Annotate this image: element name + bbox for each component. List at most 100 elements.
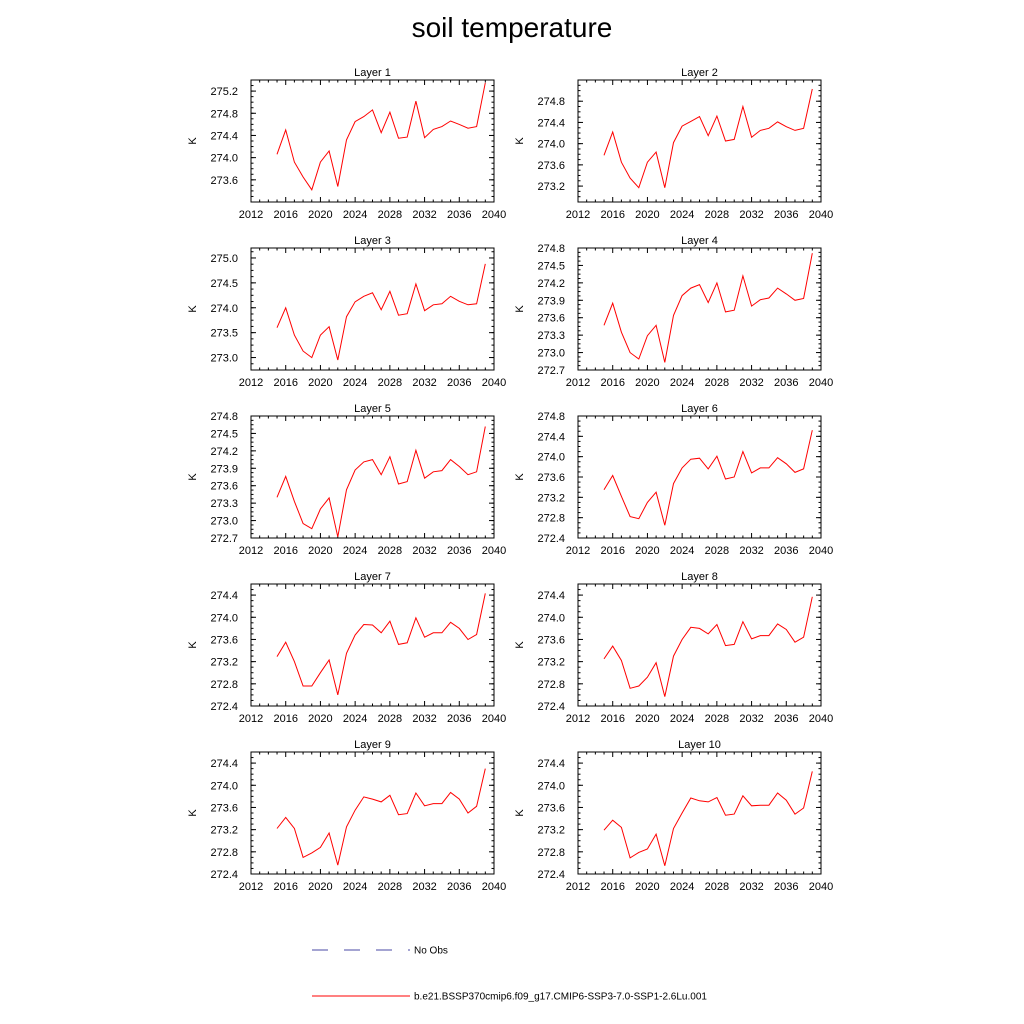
x-tick-label: 2040 bbox=[482, 209, 506, 221]
y-tick-label: 274.4 bbox=[537, 431, 565, 443]
x-tick-label: 2028 bbox=[705, 545, 729, 557]
y-tick-label: 274.8 bbox=[537, 243, 565, 255]
panel-title: Layer 5 bbox=[354, 403, 391, 415]
y-tick-label: 272.8 bbox=[210, 679, 238, 691]
chart-panel-7: Layer 7 K 2012 2016 2020 2024 2028 2032 2036 2040… bbox=[187, 571, 506, 725]
y-tick-label: 273.6 bbox=[210, 802, 238, 814]
y-tick-label: 272.4 bbox=[210, 701, 238, 713]
x-tick-label: 2012 bbox=[566, 377, 590, 389]
x-tick-label: 2016 bbox=[600, 881, 624, 893]
y-axis-label: K bbox=[514, 305, 526, 313]
y-tick-label: 274.2 bbox=[210, 446, 238, 458]
y-tick-label: 273.6 bbox=[537, 313, 565, 325]
y-axis-label: K bbox=[187, 641, 199, 649]
x-tick-label: 2016 bbox=[273, 545, 297, 557]
y-tick-label: 275.0 bbox=[210, 253, 238, 265]
y-tick-label: 274.4 bbox=[210, 758, 238, 770]
series-line bbox=[603, 771, 813, 866]
x-tick-label: 2012 bbox=[566, 713, 590, 725]
legend-model-label: b.e21.BSSP370cmip6.f09_g17.CMIP6-SSP3-7.… bbox=[414, 992, 707, 1003]
y-tick-label: 272.4 bbox=[537, 701, 565, 713]
y-tick-label: 272.4 bbox=[537, 869, 565, 881]
x-tick-label: 2012 bbox=[239, 209, 263, 221]
x-tick-label: 2032 bbox=[412, 545, 436, 557]
panel-title: Layer 1 bbox=[354, 67, 391, 79]
y-tick-label: 273.6 bbox=[537, 802, 565, 814]
x-tick-label: 2020 bbox=[635, 713, 659, 725]
panel-title: Layer 8 bbox=[681, 571, 718, 583]
y-tick-label: 274.8 bbox=[537, 411, 565, 423]
panel-title: Layer 3 bbox=[354, 235, 391, 247]
x-tick-label: 2024 bbox=[343, 545, 367, 557]
x-tick-label: 2032 bbox=[739, 545, 763, 557]
plot-frame bbox=[577, 583, 822, 707]
y-tick-label: 272.7 bbox=[210, 533, 238, 545]
y-tick-label: 274.4 bbox=[537, 590, 565, 602]
chart-panel-9: Layer 9 K 2012 2016 2020 2024 2028 2032 2036 2040… bbox=[187, 739, 506, 893]
y-axis-label: K bbox=[187, 305, 199, 313]
y-tick-label: 275.2 bbox=[210, 86, 238, 98]
x-tick-label: 2024 bbox=[343, 713, 367, 725]
x-tick-label: 2016 bbox=[600, 209, 624, 221]
x-tick-label: 2024 bbox=[343, 881, 367, 893]
x-tick-label: 2032 bbox=[739, 881, 763, 893]
x-tick-label: 2012 bbox=[239, 713, 263, 725]
y-tick-label: 274.0 bbox=[210, 153, 238, 165]
x-tick-label: 2032 bbox=[412, 881, 436, 893]
y-tick-label: 274.0 bbox=[537, 780, 565, 792]
y-tick-label: 274.8 bbox=[210, 411, 238, 423]
y-tick-label: 272.4 bbox=[537, 533, 565, 545]
x-tick-label: 2016 bbox=[600, 545, 624, 557]
x-tick-label: 2024 bbox=[670, 713, 694, 725]
x-tick-label: 2032 bbox=[412, 713, 436, 725]
y-tick-label: 273.2 bbox=[537, 181, 565, 193]
y-tick-label: 273.0 bbox=[210, 516, 238, 528]
x-tick-label: 2020 bbox=[308, 209, 332, 221]
x-tick-label: 2036 bbox=[774, 377, 798, 389]
y-tick-label: 274.5 bbox=[210, 278, 238, 290]
y-axis-label: K bbox=[187, 809, 199, 817]
x-tick-label: 2020 bbox=[308, 377, 332, 389]
panel-title: Layer 10 bbox=[678, 739, 721, 751]
y-axis-label: K bbox=[187, 473, 199, 481]
y-tick-label: 274.0 bbox=[537, 452, 565, 464]
x-tick-label: 2012 bbox=[566, 881, 590, 893]
y-tick-label: 273.5 bbox=[210, 328, 238, 340]
x-tick-label: 2040 bbox=[482, 713, 506, 725]
y-tick-label: 274.4 bbox=[210, 130, 238, 142]
y-tick-label: 273.2 bbox=[210, 825, 238, 837]
x-tick-label: 2020 bbox=[635, 377, 659, 389]
x-tick-label: 2020 bbox=[635, 545, 659, 557]
x-tick-label: 2012 bbox=[239, 881, 263, 893]
series-line bbox=[276, 593, 486, 696]
x-tick-label: 2012 bbox=[566, 545, 590, 557]
x-tick-label: 2028 bbox=[378, 377, 402, 389]
x-tick-label: 2032 bbox=[739, 377, 763, 389]
y-tick-label: 273.3 bbox=[537, 330, 565, 342]
chart-panel-5: Layer 5 K 2012 2016 2020 2024 2028 2032 2036 2040… bbox=[187, 403, 506, 557]
plot-frame bbox=[250, 247, 495, 371]
x-tick-label: 2036 bbox=[447, 713, 471, 725]
x-tick-label: 2024 bbox=[670, 377, 694, 389]
y-tick-label: 273.0 bbox=[537, 348, 565, 360]
x-tick-label: 2036 bbox=[447, 545, 471, 557]
x-tick-label: 2032 bbox=[412, 377, 436, 389]
series-line bbox=[603, 596, 813, 697]
legend-obs-label: No Obs bbox=[414, 946, 448, 957]
y-axis-label: K bbox=[514, 809, 526, 817]
plot-frame bbox=[250, 79, 495, 203]
chart-panel-4: Layer 4 K 2012 2016 2020 2024 2028 2032 2036 2040… bbox=[514, 235, 833, 389]
series-line bbox=[276, 263, 486, 361]
x-tick-label: 2040 bbox=[809, 209, 833, 221]
x-tick-label: 2020 bbox=[635, 209, 659, 221]
x-tick-label: 2012 bbox=[239, 545, 263, 557]
series-line bbox=[276, 82, 486, 191]
x-tick-label: 2024 bbox=[343, 209, 367, 221]
x-tick-label: 2036 bbox=[774, 209, 798, 221]
x-tick-label: 2012 bbox=[566, 209, 590, 221]
x-tick-label: 2012 bbox=[239, 377, 263, 389]
x-tick-label: 2040 bbox=[809, 545, 833, 557]
x-tick-label: 2016 bbox=[600, 713, 624, 725]
y-tick-label: 273.6 bbox=[210, 481, 238, 493]
